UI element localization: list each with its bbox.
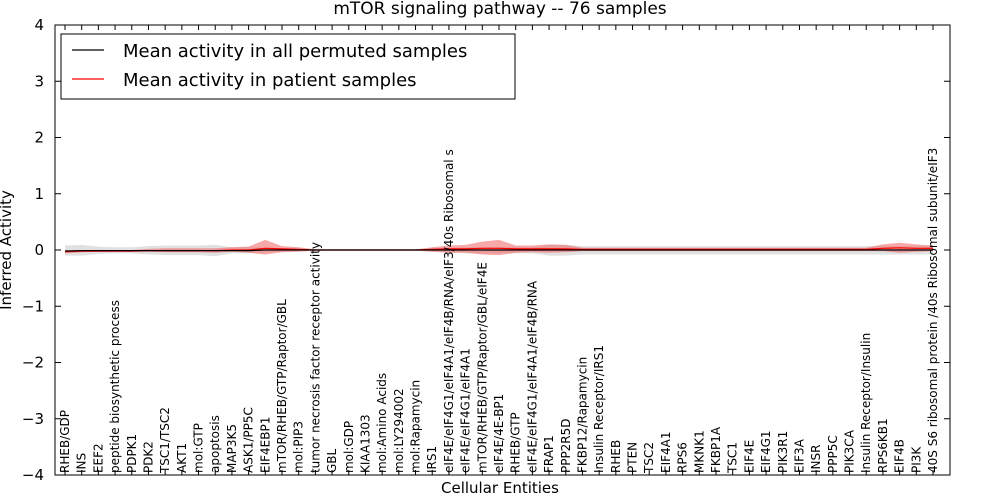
x-tick-label: PIK3CA [843, 429, 857, 473]
x-tick-label: RPS6 [676, 442, 690, 473]
legend: Mean activity in all permuted samples Me… [60, 33, 516, 100]
x-tick-label: TSC1/TSC2 [158, 407, 172, 474]
x-tick-label: EIF3A [793, 438, 807, 473]
x-tick-label: AKT1 [175, 443, 189, 473]
x-tick-label: EIF4EBP1 [258, 417, 272, 473]
x-tick-label: RHEB/GDP [58, 410, 72, 473]
x-tick-label: peptide biosynthetic process [108, 300, 122, 473]
x-tick-label: mol:Amino Acids [375, 373, 389, 473]
legend-label-patient: Mean activity in patient samples [123, 70, 417, 91]
x-tick-label: RHEB/GTP [509, 412, 523, 473]
x-tick-label: tumor necrosis factor receptor activity [308, 242, 322, 473]
x-tick-label: MKNK1 [692, 430, 706, 473]
x-tick-label: PIK3R1 [776, 431, 790, 473]
y-tick-label: 4 [34, 16, 44, 34]
y-tick-label: −3 [22, 410, 44, 428]
legend-label-permuted: Mean activity in all permuted samples [123, 41, 467, 62]
x-tick-label: mTOR/RHEB/GTP/Raptor/GBL/eIF4E [475, 262, 489, 473]
y-tick-label: 3 [34, 72, 44, 90]
x-tick-label: EIF4B [893, 439, 907, 473]
x-tick-label: mol:Rapamycin [409, 380, 423, 473]
x-tick-label: FKBP1A [709, 426, 723, 473]
legend-box [60, 33, 516, 100]
y-axis-label: Inferred Activity [0, 190, 15, 310]
x-tick-label: TSC2 [642, 442, 656, 474]
chart-title: mTOR signaling pathway -- 76 samples [333, 0, 666, 19]
series-0-line [64, 249, 933, 252]
x-tick-label: Insulin Receptor/Insulin [859, 333, 873, 473]
y-tick-label: 1 [34, 185, 44, 203]
x-tick-label: EIF4E [742, 440, 756, 473]
x-tick-label: EEF2 [91, 443, 105, 473]
x-tick-label: PI3K [909, 446, 923, 473]
x-tick-label: mol:LY294002 [392, 388, 406, 473]
x-tick-label: FKBP12/Rapamycin [576, 357, 590, 473]
x-tick-label: INS [75, 453, 89, 473]
x-tick-label: PDK2 [142, 441, 156, 473]
x-tick-label: mol:PIP3 [292, 421, 306, 473]
x-tick-label: EIF4G1 [759, 430, 773, 473]
y-tick-label: −1 [22, 297, 44, 315]
y-tick-label: 2 [34, 129, 44, 147]
x-tick-label: eIF4E/eIF4G1/eIF4A1/eIF4B/RNA [525, 280, 539, 473]
y-tick-label: 0 [34, 241, 44, 259]
y-tick-label: −2 [22, 354, 44, 372]
x-tick-label: MAP3K5 [225, 424, 239, 473]
x-tick-label: PDPK1 [125, 434, 139, 473]
x-tick-label: RPS6KB1 [876, 418, 890, 473]
y-tick-label: −4 [22, 466, 44, 484]
x-tick-label: KIAA1303 [359, 414, 373, 473]
x-tick-label: 40S S6 ribosomal protein /40s Ribosomal … [926, 148, 940, 473]
x-tick-label: GBL [325, 448, 339, 473]
x-axis-label: Cellular Entities [441, 479, 559, 497]
x-tick-label: Insulin Receptor/IRS1 [592, 345, 606, 473]
x-tick-label: TSC1 [726, 442, 740, 474]
x-tick-label: mTOR/RHEB/GTP/Raptor/GBL [275, 299, 289, 473]
x-tick-label: PPP5C [826, 435, 840, 473]
x-tick-label: PTEN [626, 442, 640, 473]
x-tick-label: FRAP1 [542, 435, 556, 473]
x-tick-label: ASK1/PP5C [242, 407, 256, 473]
x-tick-label: RHEB [609, 440, 623, 473]
x-tick-label: eIF4E/4E-BP1 [492, 394, 506, 473]
x-tick-label: mol:GTP [192, 423, 206, 473]
x-tick-label: INSR [809, 445, 823, 473]
x-tick-label: PPP2R5D [559, 418, 573, 473]
x-tick-label: IRS1 [425, 446, 439, 473]
x-tick-label: mol:GDP [342, 421, 356, 473]
x-tick-label: eIF4E/eIF4G1/eIF4A1/eIF4B/RNA/eIF3/40s R… [442, 149, 456, 473]
x-tick-label: eIF4E/eIF4G1/eIF4A1 [459, 348, 473, 473]
x-tick-label: apoptosis [208, 415, 222, 473]
x-tick-label: EIF4A1 [659, 431, 673, 473]
series-1-band [65, 239, 933, 256]
